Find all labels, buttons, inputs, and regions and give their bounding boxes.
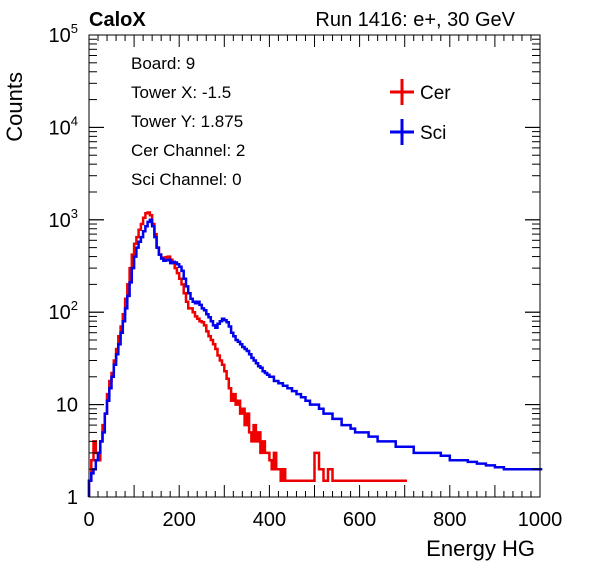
y-tick-label: 104 (49, 113, 78, 139)
series-layer (87, 211, 543, 497)
x-tick-label: 400 (253, 509, 286, 531)
plot-frame (88, 34, 541, 498)
x-tick-label: 200 (163, 509, 196, 531)
info-sci-channel: Sci Channel: 0 (131, 170, 242, 189)
legend-label-sci: Sci (420, 123, 446, 144)
header-left: CaloX (89, 9, 146, 31)
header-right: Run 1416: e+, 30 GeV (315, 9, 515, 31)
info-box: Board: 9 Tower X: -1.5 Tower Y: 1.875 Ce… (131, 54, 245, 189)
x-tick-label: 800 (433, 509, 466, 531)
y-tick-label: 102 (49, 298, 78, 324)
y-tick-label: 105 (49, 21, 78, 47)
y-tick-label: 103 (49, 206, 78, 232)
legend-entry-cer: Cer (390, 79, 451, 105)
legend-entry-sci: Sci (390, 119, 446, 145)
y-tick-label: 10 (56, 395, 78, 417)
x-tick-label: 1000 (518, 509, 563, 531)
y-axis-title: Counts (2, 72, 27, 142)
series-line-sci (87, 218, 543, 497)
x-tick-label: 600 (343, 509, 376, 531)
x-tick-label: 0 (83, 509, 94, 531)
y-tick-label: 1 (67, 487, 78, 509)
legend-label-cer: Cer (420, 83, 451, 104)
x-axis-title: Energy HG (426, 536, 535, 561)
tick-labels-layer: 0 200 400 600 800 1000 1 10 102 103 104 105 (49, 21, 563, 531)
info-board: Board: 9 (131, 54, 195, 73)
legend: Cer Sci (390, 79, 451, 145)
info-cer-channel: Cer Channel: 2 (131, 141, 245, 160)
info-tower-y: Tower Y: 1.875 (131, 112, 243, 131)
info-tower-x: Tower X: -1.5 (131, 83, 231, 102)
